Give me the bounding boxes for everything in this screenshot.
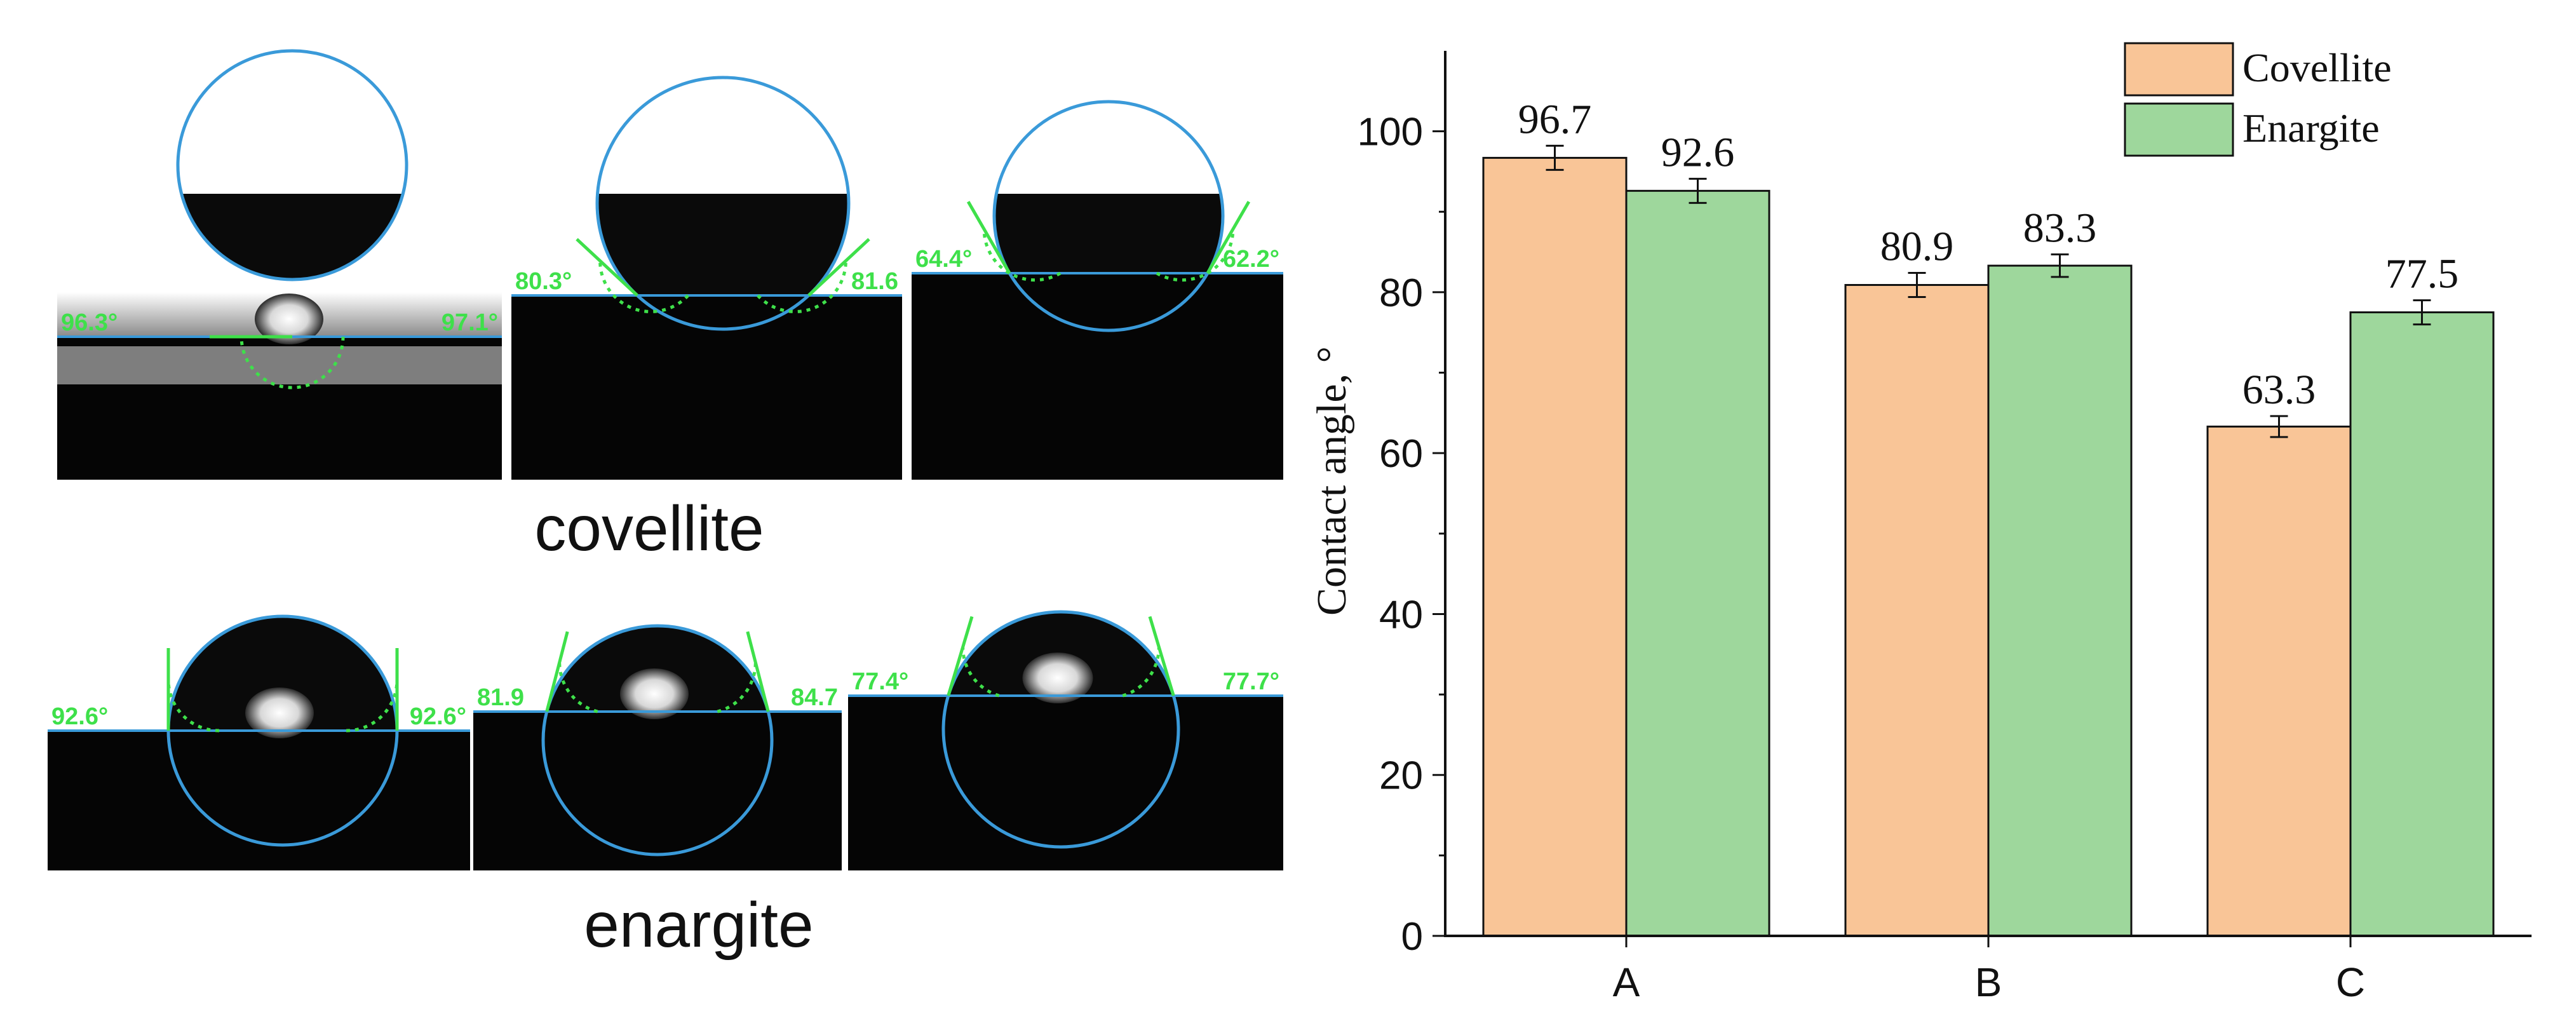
droplet	[181, 194, 403, 280]
value-label-covellite-B: 80.9	[1880, 224, 1954, 270]
fit-circle	[992, 100, 1225, 332]
y-tick-label-100: 100	[1358, 111, 1423, 154]
substrate	[848, 696, 1283, 870]
enargite-photo-label: enargite	[584, 890, 813, 961]
legend-swatch-covellite	[2124, 42, 2234, 97]
tangent-line-left	[966, 201, 1011, 274]
photo-panel-enargite-2: 81.9 84.7	[473, 610, 842, 870]
x-tick-label-B: B	[1975, 959, 2002, 1005]
x-tick-label-A: A	[1613, 959, 1640, 1005]
legend-label-enargite: Enargite	[2242, 105, 2380, 151]
value-label-enargite-A: 92.6	[1661, 129, 1735, 175]
tangent-line-left	[576, 238, 638, 297]
tangent-line-right	[746, 631, 770, 712]
bar-enargite-B	[1987, 264, 2133, 937]
droplet	[597, 194, 849, 295]
y-ticks-group: 0 20 40 60 80 100	[1358, 111, 1445, 959]
value-label-covellite-A: 96.7	[1518, 96, 1592, 142]
x-tick-label-C: C	[2336, 959, 2365, 1005]
tangent-line-left	[545, 631, 569, 712]
angle-label-left: 92.6°	[51, 703, 108, 730]
legend-label-covellite: Covellite	[2242, 45, 2392, 90]
y-tick-label-40: 40	[1379, 593, 1423, 637]
angle-label-left: 77.4°	[852, 668, 908, 695]
substrate	[912, 273, 1283, 480]
photo-panels: 96.3° 97.1° 80.3° 81.6 64.4° 62.2° 92.6° 92.6° 8…	[48, 49, 1283, 870]
bar-enargite-A	[1625, 189, 1770, 937]
bar-covellite-B	[1844, 284, 1990, 937]
tangent-line-right	[807, 238, 870, 297]
contact-angle-bar-chart: 96.7 92.6 80.9 83.3 63.3 77.5 0 20 40 60 80 100 A B…	[1309, 42, 2532, 1005]
photo-panel-enargite-3: 77.4° 77.7°	[848, 610, 1283, 870]
angle-label-right: 97.1°	[442, 309, 498, 336]
droplet	[168, 616, 397, 731]
bar-covellite-C	[2206, 425, 2352, 937]
droplet	[994, 194, 1223, 273]
angle-label-left: 64.4°	[915, 246, 972, 273]
fit-circle	[595, 76, 851, 331]
error-bars-group	[1546, 144, 2431, 438]
angle-arc-right	[346, 679, 399, 733]
photo-panel-enargite-1: 92.6° 92.6°	[48, 610, 470, 870]
angle-arc-left	[166, 679, 220, 733]
fit-circle	[941, 610, 1180, 849]
angle-label-left: 96.3°	[61, 309, 118, 336]
angle-label-right: 77.7°	[1223, 668, 1279, 695]
value-label-covellite-C: 63.3	[2242, 367, 2316, 413]
fit-circle	[176, 49, 408, 281]
y-axis-label: Contact angle, °	[1309, 346, 1355, 616]
angle-label-right: 81.6	[851, 268, 898, 295]
value-label-enargite-B: 83.3	[2023, 205, 2097, 251]
droplet-highlight	[620, 668, 689, 719]
angle-arc-left	[982, 229, 1062, 282]
fit-circle	[541, 624, 774, 856]
bars-group	[1482, 156, 2495, 937]
droplet-highlight	[245, 687, 314, 738]
photo-panel-covellite-3: 64.4° 62.2°	[912, 100, 1283, 480]
photo-panel-covellite-1: 96.3° 97.1°	[57, 49, 502, 480]
angle-label-right: 92.6°	[410, 703, 466, 730]
bar-enargite-C	[2349, 311, 2495, 937]
y-tick-label-80: 80	[1379, 271, 1423, 315]
tangent-line-left	[947, 616, 974, 696]
angle-label-left: 80.3°	[515, 268, 572, 295]
angle-label-right: 84.7	[791, 684, 838, 711]
covellite-photo-label: covellite	[534, 493, 764, 564]
tangent-line-right	[1206, 201, 1251, 274]
angle-label-right: 62.2°	[1223, 246, 1279, 273]
y-tick-label-20: 20	[1379, 754, 1423, 798]
droplet-highlight	[1022, 653, 1093, 703]
y-tick-label-60: 60	[1379, 432, 1423, 476]
substrate	[48, 731, 470, 870]
angle-arc-right	[1156, 229, 1235, 282]
angle-label-left: 81.9	[477, 684, 524, 711]
value-label-enargite-C: 77.5	[2385, 251, 2459, 297]
value-labels-group: 96.7 92.6 80.9 83.3 63.3 77.5	[1518, 96, 2459, 412]
legend-swatch-enargite	[2124, 102, 2234, 157]
substrate	[473, 712, 842, 870]
tangent-line-right	[1148, 616, 1175, 696]
droplet-highlight	[255, 294, 323, 344]
angle-arc-left	[239, 336, 345, 389]
substrate	[511, 295, 902, 480]
surface-reflection	[57, 346, 502, 384]
legend: Covellite Enargite	[2124, 42, 2392, 157]
y-tick-label-0: 0	[1401, 915, 1423, 959]
photo-panel-covellite-2: 80.3° 81.6	[511, 76, 902, 480]
x-ticks-group: A B C	[1613, 936, 2365, 1005]
bar-covellite-A	[1482, 156, 1628, 937]
